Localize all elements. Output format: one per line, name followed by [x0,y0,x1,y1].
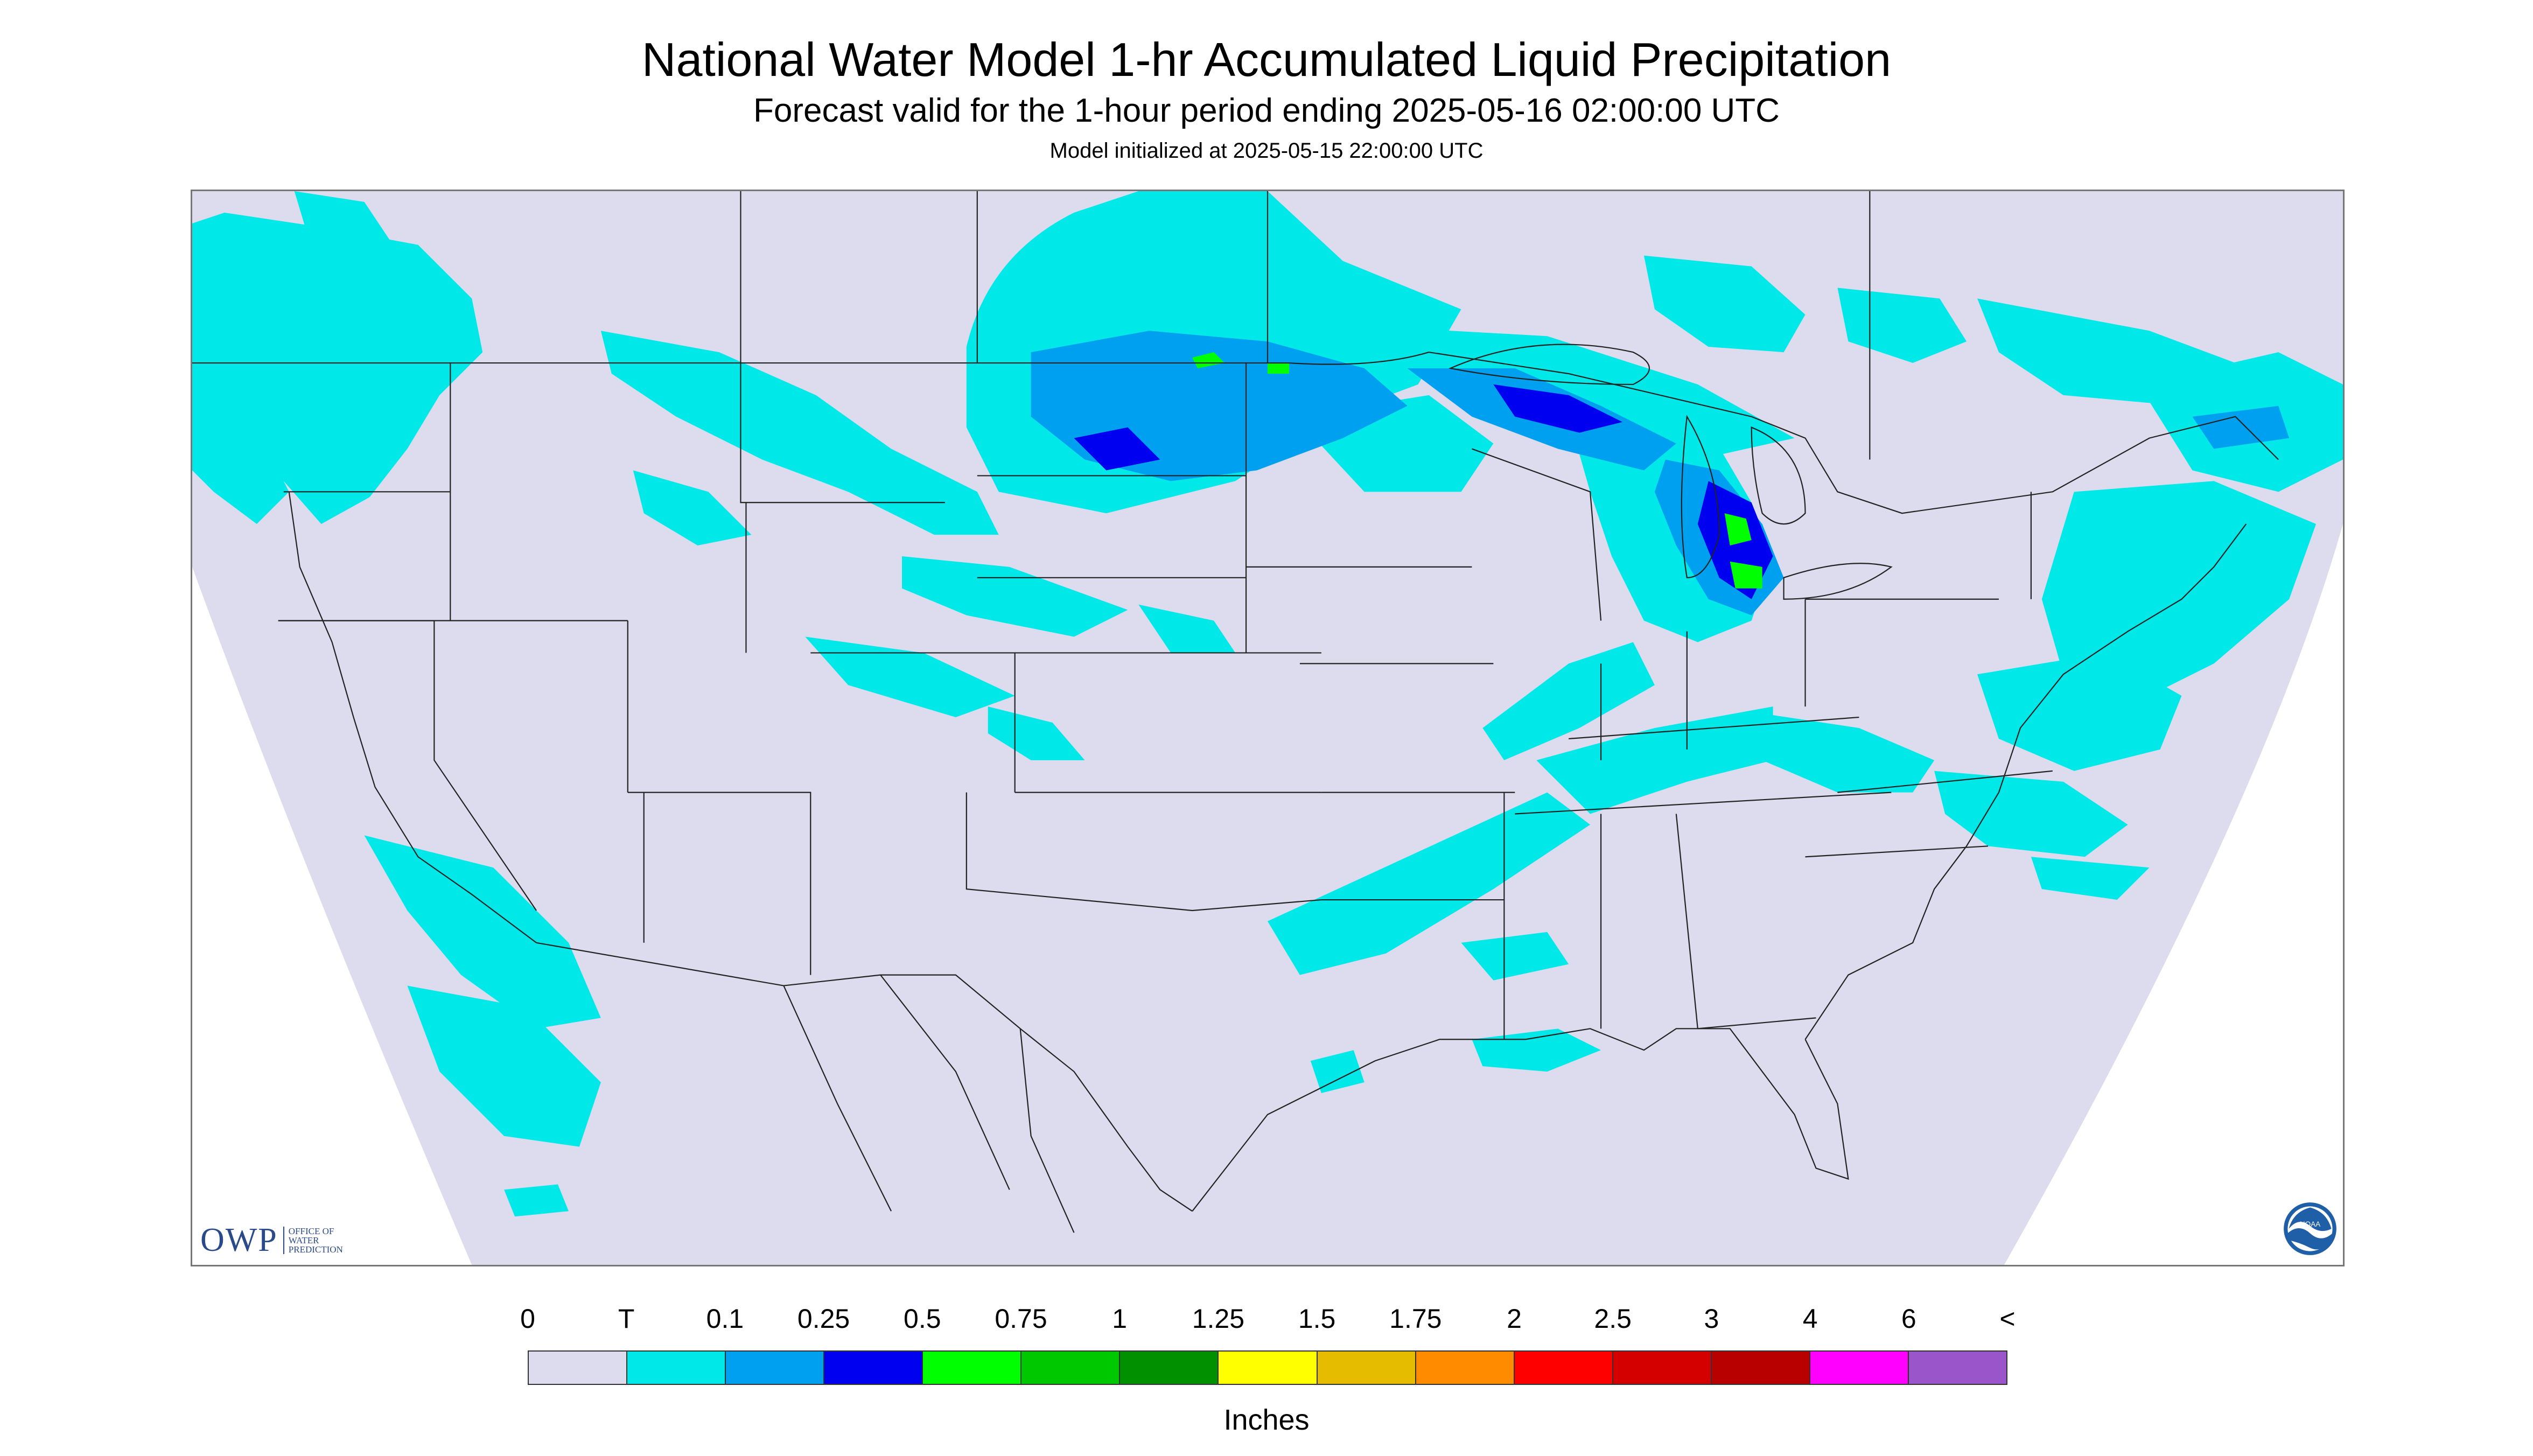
legend-swatch [1711,1352,1810,1384]
legend-tick-label: 0.1 [706,1304,744,1334]
legend-swatch [1908,1352,2006,1384]
precip-area-illinois [1482,642,1655,760]
precip-area-mid-atlantic [1977,653,2182,771]
precip-area-bc-north [294,191,397,272]
precip-area-montana-bands [600,331,999,535]
owp-logo-line: WATER [288,1235,319,1245]
legend-tick-label: 6 [1901,1304,1916,1334]
precip-area-baja-north [364,835,601,1029]
mexico-internal-1 [783,985,892,1212]
great-lakes-erie [1783,563,1893,600]
legend-swatch [1416,1352,1515,1384]
political-boundaries [192,191,2279,1233]
owp-logo-line: OFFICE OF [288,1226,334,1236]
legend-units-label: Inches [1223,1404,1310,1436]
us-coastline-east [1804,523,2247,1040]
precip-area-nebraska-band [1138,604,1236,653]
state-line-ut-az [627,792,811,975]
map-canvas [192,191,2343,1265]
state-line-mt-wy [740,363,945,503]
legend-tick-label: < [1999,1304,2016,1334]
legend-tick-label: 2 [1507,1304,1522,1334]
legend-tick-label: 1.75 [1389,1304,1442,1334]
model-init-text: Model initialized at 2025-05-15 22:00:00… [1049,139,1484,163]
legend-tick-label: 1 [1112,1304,1128,1334]
precip-area-appalachians [1751,712,1935,793]
map-subtitle: Forecast valid for the 1-hour period end… [753,92,1780,129]
legend-swatch [923,1352,1022,1384]
legend-swatch [1219,1352,1318,1384]
noaa-logo: NOAA [2283,1201,2338,1256]
legend-swatch [1810,1352,1909,1384]
legend-tick-label: 0.5 [904,1304,941,1334]
precip-area-ontario [1643,255,1806,353]
map-title: National Water Model 1-hr Accumulated Li… [641,33,1892,86]
model-domain [192,191,2343,1265]
precip-area-gulf-mexico [1310,1050,1365,1093]
legend-tick-labels: 0 T 0.1 0.25 0.5 0.75 1 1.25 1.5 1.75 2 2.5 3 4 6 < [0,1303,2533,1341]
legend-swatch [1317,1352,1416,1384]
legend-color-bar [528,1350,2007,1385]
legend-swatch [1514,1352,1613,1384]
legend-tick-label: 0.75 [995,1304,1047,1334]
mexico-internal-3 [880,974,1010,1190]
owp-logo-line: PREDICTION [288,1244,343,1255]
precip-area-lake-superior-peak [1268,363,1289,374]
precip-0-5-areas [1192,352,1762,589]
legend-tick-label: 3 [1704,1304,1719,1334]
precip-area-mn-max [1493,384,1623,433]
state-line-ok-tx [965,792,1321,912]
us-canada-border [192,351,2279,514]
precip-area-carolinas [1934,771,2128,857]
legend-tick-label: T [618,1304,635,1334]
great-lakes-michigan [1681,415,1720,578]
precip-area-idaho-band [633,470,752,546]
precip-area-baja-south [407,985,601,1147]
legend-tick-label: 2.5 [1594,1304,1632,1334]
owp-logo-letters: OWP [200,1222,278,1258]
legend-swatch [627,1352,726,1384]
owp-logo-text: OFFICE OF WATER PREDICTION [283,1227,343,1254]
mexico-internal-2 [1019,1028,1075,1233]
precip-area-wyoming-band [902,556,1128,637]
legend-tick-label: 1.5 [1298,1304,1336,1334]
precip-area-ozarks [1461,932,1569,981]
legend-tick-label: 0 [520,1304,535,1334]
precip-area-michigan-peak-1 [1724,513,1752,546]
state-line-va-nc [1837,770,2053,793]
state-line-ky [1569,716,1859,740]
precip-area-atlantic-southeast [2031,857,2150,900]
precip-area-colorado-band [805,636,1015,718]
legend-swatch [1120,1352,1219,1384]
legend-tick-label: 0.25 [797,1304,850,1334]
precip-area-mexico-south [504,1184,569,1217]
great-lakes-huron [1751,426,1806,525]
precipitation-map [191,190,2345,1266]
owp-logo: OWP OFFICE OF WATER PREDICTION [200,1221,343,1259]
us-coastline-gulf [1192,1028,1849,1212]
state-line-wi-mi [1472,448,1602,621]
state-line-ga-fl [1697,1017,1816,1030]
precip-area-ohio-valley [1536,706,1773,814]
legend-tick-label: 4 [1802,1304,1818,1334]
precip-area-michigan-peak-2 [1730,561,1762,589]
state-line-al-ga [1675,814,1698,1029]
precip-area-nw-coast [192,352,289,524]
precip-area-quebec-core [2192,405,2290,449]
legend-swatch [824,1352,923,1384]
us-coastline-west [288,492,537,943]
precip-area-new-england [2041,481,2317,707]
noaa-logo-text: NOAA [2300,1220,2320,1228]
precip-area-missouri-arkansas [1268,792,1591,975]
legend-swatch [1613,1352,1712,1384]
legend-swatch [1021,1352,1121,1384]
state-line-tn [1515,792,1892,815]
precip-area-minnesota-peak [1192,352,1225,369]
legend-tick-label: 1.25 [1192,1304,1245,1334]
great-lakes-superior [1448,344,1650,386]
legend-swatch [529,1352,628,1384]
state-line-nc-sc [1805,845,1989,858]
legend-swatch [726,1352,825,1384]
precip-area-sd-band [988,706,1085,760]
